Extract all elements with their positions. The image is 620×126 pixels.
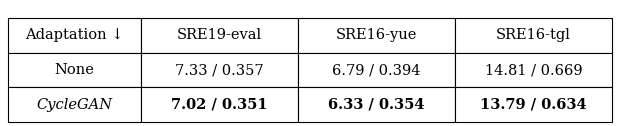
Bar	[298, 53, 455, 87]
Text: 6.79 / 0.394: 6.79 / 0.394	[332, 63, 421, 77]
Text: 13.79 / 0.634: 13.79 / 0.634	[480, 98, 587, 112]
Bar	[455, 87, 612, 122]
Text: Adaptation ↓: Adaptation ↓	[25, 28, 123, 42]
Bar	[141, 53, 298, 87]
Text: 7.02 / 0.351: 7.02 / 0.351	[171, 98, 268, 112]
Text: SRE16-tgl: SRE16-tgl	[496, 28, 571, 42]
Bar	[141, 87, 298, 122]
Text: SRE19-eval: SRE19-eval	[177, 28, 262, 42]
Text: 7.33 / 0.357: 7.33 / 0.357	[175, 63, 264, 77]
Bar	[8, 18, 141, 53]
Bar	[298, 18, 455, 53]
Bar	[8, 87, 141, 122]
Text: 6.33 / 0.354: 6.33 / 0.354	[328, 98, 425, 112]
Text: SRE16-yue: SRE16-yue	[336, 28, 417, 42]
Bar	[298, 87, 455, 122]
Bar	[455, 18, 612, 53]
Bar	[141, 18, 298, 53]
Text: 14.81 / 0.669: 14.81 / 0.669	[485, 63, 582, 77]
Bar	[8, 53, 141, 87]
Bar	[455, 53, 612, 87]
Text: CycleGAN: CycleGAN	[37, 98, 112, 112]
Text: None: None	[55, 63, 94, 77]
